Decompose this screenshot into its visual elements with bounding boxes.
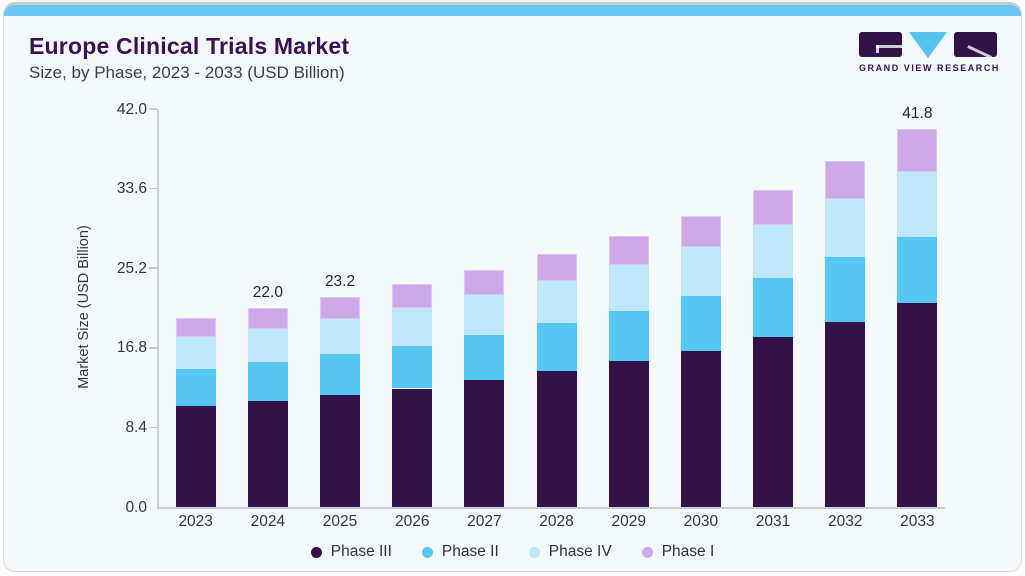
bar-segment-phase-ii-2028 <box>536 323 577 372</box>
y-axis-title: Market Size (USD Billion) <box>76 225 92 389</box>
bar-segment-phase-i-2033 <box>897 128 938 173</box>
logo-v-triangle-icon <box>909 32 947 58</box>
y-tick-label: 25.2 <box>116 259 147 277</box>
bar-segment-phase-ii-2032 <box>825 257 866 322</box>
bar-segment-phase-iv-2029 <box>608 265 649 311</box>
x-axis-year-label-2027: 2027 <box>467 513 502 530</box>
legend-dot-icon <box>641 546 653 558</box>
y-tick-label: 0.0 <box>125 498 147 516</box>
y-tick-label: 8.4 <box>125 418 147 436</box>
x-axis-year-label-2030: 2030 <box>683 513 719 530</box>
legend-label: Phase III <box>330 543 392 560</box>
bar-segment-phase-ii-2029 <box>608 310 649 362</box>
y-tick-label: 16.8 <box>116 339 147 357</box>
x-axis-line <box>157 507 945 509</box>
bar-segment-phase-i-2029 <box>608 235 649 266</box>
legend-item-phase-ii: Phase II <box>421 543 499 561</box>
x-axis-year-label-2033: 2033 <box>900 513 935 530</box>
bar-segment-phase-i-2031 <box>753 190 794 225</box>
x-axis-year-label-2032: 2032 <box>827 513 863 530</box>
logo-g-detail <box>876 45 879 53</box>
bar-segment-phase-i-2027 <box>464 270 505 296</box>
y-tick-mark <box>149 187 157 190</box>
bar-segment-phase-ii-2024 <box>247 362 288 402</box>
logo-g-block-icon <box>859 32 902 57</box>
bar-segment-phase-iv-2026 <box>392 308 433 346</box>
bar-segment-phase-iv-2027 <box>464 295 505 336</box>
legend-label: Phase I <box>661 543 715 560</box>
bar-segment-phase-iv-2033 <box>897 172 938 237</box>
x-axis-year-label-2029: 2029 <box>611 513 646 530</box>
bar-value-label-2025: 23.2 <box>324 273 356 291</box>
legend-item-phase-iv: Phase IV <box>528 543 612 561</box>
bar-segment-phase-i-2032 <box>825 161 866 200</box>
bar-segment-phase-iv-2028 <box>536 280 577 324</box>
bar-segment-phase-iii-2024 <box>247 401 288 507</box>
bar-segment-phase-i-2026 <box>392 284 433 308</box>
bar-segment-phase-iii-2026 <box>392 388 433 507</box>
bar-segment-phase-ii-2030 <box>680 296 721 351</box>
bar-segment-phase-ii-2025 <box>320 354 361 395</box>
bar-segment-phase-iv-2024 <box>247 328 288 363</box>
bar-segment-phase-iv-2030 <box>680 247 721 297</box>
x-axis-year-label-2026: 2026 <box>394 513 430 530</box>
stacked-bar-chart: 0.0 8.4 16.8 25.2 33.6 42.0 Market Size (USD B… <box>4 5 1021 571</box>
legend-dot-icon <box>528 546 540 558</box>
bar-segment-phase-i-2030 <box>680 215 721 248</box>
bar-segment-phase-iii-2030 <box>680 350 721 507</box>
bar-segment-phase-iv-2023 <box>175 336 216 369</box>
bar-segment-phase-iii-2029 <box>608 361 649 507</box>
bar-segment-phase-iii-2032 <box>825 321 866 507</box>
x-axis-year-label-2031: 2031 <box>755 513 791 530</box>
bar-segment-phase-iv-2031 <box>753 224 794 279</box>
legend-dot-icon <box>310 546 322 558</box>
bar-segment-phase-i-2025 <box>320 297 361 319</box>
y-tick-mark <box>149 267 157 269</box>
bar-segment-phase-ii-2026 <box>392 345 433 389</box>
bar-segment-phase-ii-2027 <box>464 335 505 381</box>
y-axis-line <box>157 109 159 507</box>
bar-segment-phase-iv-2025 <box>320 318 361 355</box>
legend-label: Phase IV <box>548 543 612 560</box>
y-tick-label: 33.6 <box>116 180 147 198</box>
x-axis-year-label-2023: 2023 <box>178 513 213 530</box>
bar-segment-phase-iii-2031 <box>753 336 794 507</box>
bar-value-label-2033: 41.8 <box>902 104 933 122</box>
chart-legend: Phase III Phase II Phase IV Phase I <box>4 543 1021 561</box>
legend-label: Phase II <box>441 543 499 560</box>
page-subtitle: Size, by Phase, 2023 - 2033 (USD Billion… <box>29 63 345 82</box>
y-tick-mark <box>149 426 157 429</box>
logo-wordmark: GRAND VIEW RESEARCH <box>859 63 1000 73</box>
bar-segment-phase-i-2028 <box>536 253 577 281</box>
y-tick-mark <box>149 347 157 349</box>
grand-view-research-logo: GRAND VIEW RESEARCH <box>859 32 1005 74</box>
x-axis-year-label-2024: 2024 <box>250 513 286 530</box>
y-tick-label: 42.0 <box>116 100 147 118</box>
bar-segment-phase-i-2023 <box>175 317 216 337</box>
logo-r-block-icon <box>954 32 997 57</box>
bar-segment-phase-iii-2033 <box>897 302 938 507</box>
legend-item-phase-i: Phase I <box>641 543 715 561</box>
chart-card: Europe Clinical Trials Market Size, by P… <box>3 2 1022 572</box>
bar-segment-phase-ii-2023 <box>175 368 216 406</box>
bar-segment-phase-iii-2025 <box>320 394 361 507</box>
logo-glyph-row <box>859 32 1005 58</box>
bar-segment-phase-iii-2028 <box>536 371 577 507</box>
legend-item-phase-iii: Phase III <box>310 543 392 561</box>
bar-segment-phase-iv-2032 <box>825 199 866 258</box>
bar-segment-phase-iii-2023 <box>175 405 216 507</box>
x-axis-year-label-2028: 2028 <box>539 513 574 530</box>
page-title: Europe Clinical Trials Market <box>29 33 350 59</box>
top-accent-strip <box>4 5 1021 16</box>
bar-segment-phase-iii-2027 <box>464 380 505 507</box>
bar-segment-phase-i-2024 <box>247 308 288 329</box>
legend-dot-icon <box>421 546 433 558</box>
bar-value-label-2024: 22.0 <box>252 284 283 301</box>
bar-segment-phase-ii-2031 <box>753 278 794 337</box>
bar-segment-phase-ii-2033 <box>897 236 938 303</box>
x-axis-year-label-2025: 2025 <box>322 513 358 530</box>
y-tick-mark <box>149 108 157 110</box>
